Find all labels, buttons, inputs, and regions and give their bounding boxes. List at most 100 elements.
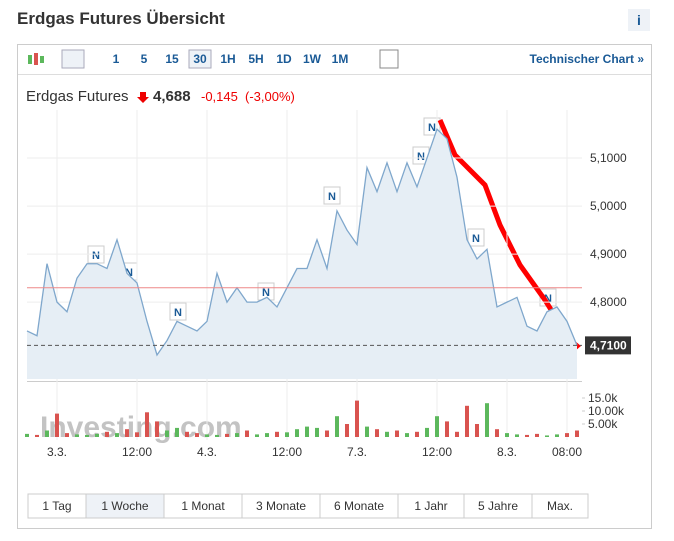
volume-bar — [345, 424, 349, 437]
volume-bar — [355, 400, 359, 437]
range-button[interactable] — [241, 493, 321, 519]
volume-tick-label: 15.0k — [588, 391, 618, 405]
panel — [17, 44, 652, 529]
volume-bar — [495, 429, 499, 437]
range-button-label[interactable]: Max. — [547, 499, 573, 513]
interval-button[interactable]: 1D — [276, 52, 292, 66]
volume-bar — [405, 433, 409, 437]
range-button-label[interactable]: 5 Jahre — [478, 499, 518, 513]
volume-bar — [455, 431, 459, 437]
volume-bar — [275, 431, 279, 437]
volume-bar — [375, 429, 379, 437]
volume-bar — [315, 427, 319, 437]
volume-bar — [85, 434, 89, 437]
volume-bar — [395, 430, 399, 437]
news-marker[interactable]: N — [92, 250, 100, 262]
volume-bar — [55, 413, 59, 437]
volume-bar — [205, 434, 209, 437]
volume-bar — [35, 434, 39, 437]
y-tick-label: 5,1000 — [590, 151, 627, 165]
info-icon[interactable]: i — [637, 12, 641, 28]
news-marker-bg[interactable] — [467, 228, 485, 247]
down-arrow — [137, 92, 149, 103]
quote-change-pct: (-3,00%) — [245, 89, 295, 104]
volume-bar — [185, 431, 189, 437]
volume-bar — [115, 433, 119, 437]
candle-icon[interactable] — [28, 53, 44, 65]
volume-bar — [325, 430, 329, 437]
quote-name: Erdgas Futures — [26, 88, 129, 105]
interval-button[interactable]: 1 — [113, 52, 120, 66]
x-tick-label: 7.3. — [347, 445, 367, 459]
volume-bar — [165, 430, 169, 437]
volume-bar — [225, 433, 229, 437]
interval-button[interactable]: 1H — [220, 52, 235, 66]
volume-bar — [45, 430, 49, 437]
volume-bar — [475, 424, 479, 437]
range-button[interactable] — [463, 493, 533, 519]
news-marker-bg[interactable] — [169, 302, 187, 321]
interval-button[interactable]: 1M — [332, 52, 349, 66]
news-marker[interactable]: N — [544, 293, 552, 305]
annotation-arrow — [437, 119, 573, 342]
news-marker[interactable]: N — [428, 122, 436, 134]
x-tick-label: 12:00 — [422, 445, 452, 459]
last-value-box — [585, 336, 631, 355]
range-button[interactable] — [531, 493, 589, 519]
news-marker[interactable]: N — [125, 267, 133, 279]
interval-button[interactable]: 30 — [193, 52, 207, 66]
price-area — [27, 129, 577, 379]
technical-chart-link[interactable]: Technischer Chart » — [530, 52, 645, 66]
news-marker[interactable]: N — [417, 151, 425, 163]
range-button-label[interactable]: 6 Monate — [334, 499, 384, 513]
x-tick-label: 8.3. — [497, 445, 517, 459]
volume-bar — [25, 433, 29, 437]
volume-tick-label: 10.00k — [588, 404, 625, 418]
interval-button[interactable]: 15 — [165, 52, 179, 66]
volume-bar — [385, 431, 389, 437]
range-button-label[interactable]: 1 Woche — [101, 499, 148, 513]
interval-button[interactable]: 5 — [141, 52, 148, 66]
quote-price: 4,688 — [153, 88, 191, 105]
range-button-label[interactable]: 3 Monate — [256, 499, 306, 513]
news-marker[interactable]: N — [328, 191, 336, 203]
volume-bar — [515, 434, 519, 437]
volume-bar — [145, 412, 149, 437]
volume-bar — [545, 435, 549, 437]
volume-bar — [445, 421, 449, 437]
volume-bar — [95, 433, 99, 437]
interval-button[interactable]: 1W — [303, 52, 322, 66]
range-button[interactable] — [319, 493, 399, 519]
volume-bar — [525, 434, 529, 437]
range-button[interactable] — [27, 493, 87, 519]
volume-bar — [365, 426, 369, 437]
quote-change: -0,145 — [201, 89, 238, 104]
range-button-label[interactable]: 1 Jahr — [414, 499, 447, 513]
x-tick-label: 12:00 — [272, 445, 302, 459]
table-icon[interactable] — [379, 49, 399, 69]
news-marker-bg[interactable] — [323, 186, 341, 205]
news-marker[interactable]: N — [174, 307, 182, 319]
volume-bar — [285, 432, 289, 437]
x-tick-label: 08:00 — [552, 445, 582, 459]
volume-bar — [295, 429, 299, 437]
volume-bar — [535, 433, 539, 437]
volume-bar — [435, 416, 439, 437]
info-button[interactable] — [628, 9, 650, 31]
last-value-label: 4,7100 — [590, 338, 627, 352]
range-button[interactable] — [163, 493, 243, 519]
range-button-label[interactable]: 1 Monat — [181, 499, 225, 513]
volume-bar — [505, 433, 509, 437]
area-icon[interactable] — [61, 49, 85, 69]
y-tick-label: 5,0000 — [590, 199, 627, 213]
range-button-label[interactable]: 1 Tag — [42, 499, 71, 513]
volume-bar — [155, 421, 159, 437]
interval-button[interactable]: 5H — [248, 52, 263, 66]
volume-bar — [465, 405, 469, 437]
news-marker[interactable]: N — [472, 233, 480, 245]
news-marker[interactable]: N — [262, 287, 270, 299]
x-tick-label: 3.3. — [47, 445, 67, 459]
x-tick-label: 4.3. — [197, 445, 217, 459]
volume-bar — [235, 433, 239, 437]
